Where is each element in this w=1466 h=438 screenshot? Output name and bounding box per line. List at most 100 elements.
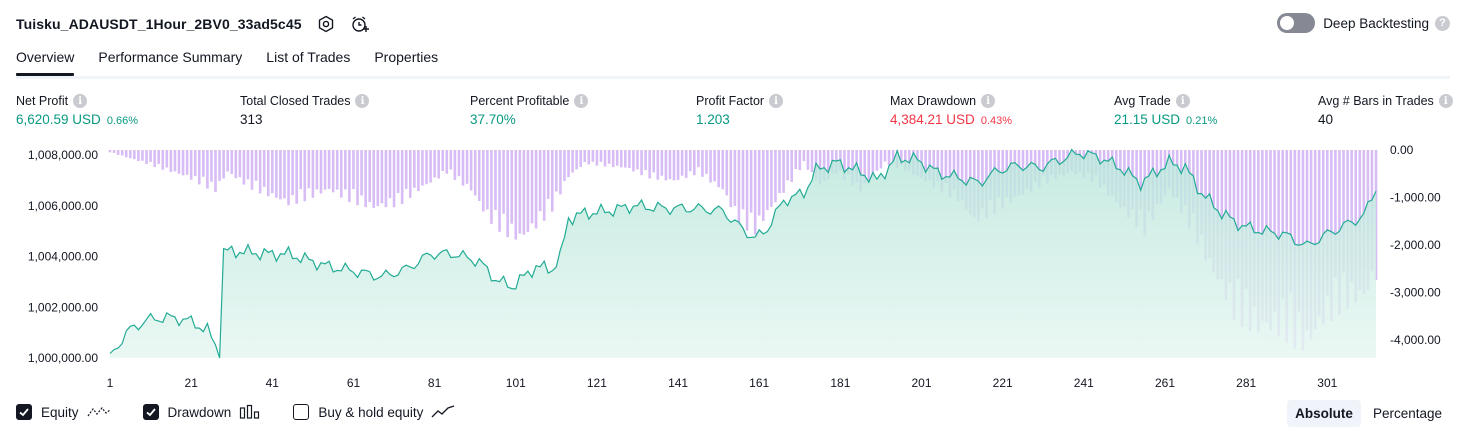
drawdown-bar: [193, 150, 197, 177]
drawdown-bar: [291, 150, 294, 196]
settings-gear-icon[interactable]: [316, 14, 336, 34]
drawdown-bar: [826, 150, 830, 180]
info-icon[interactable]: i: [73, 94, 88, 108]
x-tick-label: 201: [911, 376, 931, 390]
drawdown-bar: [1252, 150, 1256, 307]
drawdown-bar: [425, 150, 428, 185]
drawdown-bar: [615, 150, 619, 166]
drawdown-bar: [571, 150, 574, 173]
x-tick-label: 161: [749, 376, 769, 390]
x-axis: 1 21 41 61 81 101 121 141 161 181 201 221 241 261 281 3…: [107, 376, 1338, 390]
equity-drawdown-chart[interactable]: 1,008,000.00 1,006,000.00 1,004,000.00 1,00…: [0, 140, 1466, 392]
legend-drawdown[interactable]: Drawdown: [142, 404, 262, 420]
drawdown-bar: [875, 150, 879, 171]
drawdown-bar: [648, 150, 651, 179]
drawdown-bar: [287, 150, 290, 206]
drawdown-bar: [640, 150, 643, 176]
drawdown-bar: [721, 150, 725, 190]
drawdown-bar: [745, 150, 749, 231]
y-left-tick-label: 1,006,000.00: [28, 199, 98, 213]
drawdown-bar: [161, 150, 165, 170]
drawdown-bar: [676, 150, 680, 180]
tab-properties[interactable]: Properties: [374, 49, 439, 65]
tab-list-of-trades[interactable]: List of Trades: [266, 49, 351, 65]
drawdown-bar: [283, 150, 286, 199]
legend-equity[interactable]: Equity: [16, 404, 111, 420]
drawdown-bar: [482, 150, 485, 212]
drawdown-bar: [1200, 150, 1203, 235]
drawdown-bar: [124, 150, 128, 158]
drawdown-bar: [112, 150, 116, 153]
metric-net-profit: Net Profit i 6,620.59 USD 0.66%: [16, 94, 138, 127]
drawdown-checkbox[interactable]: [142, 404, 159, 420]
deep-backtesting-toggle[interactable]: [1277, 13, 1316, 33]
drawdown-bar: [429, 150, 432, 183]
drawdown-bar: [348, 150, 351, 203]
metric-value: 4,384.21 USD: [890, 112, 975, 127]
drawdown-bar: [352, 150, 355, 190]
info-icon[interactable]: i: [769, 94, 784, 108]
drawdown-bar: [315, 150, 319, 190]
drawdown-bar: [587, 150, 591, 165]
drawdown-bar: [157, 150, 160, 164]
drawdown-bar: [230, 150, 234, 174]
tab-overview[interactable]: Overview: [16, 46, 75, 76]
absolute-button[interactable]: Absolute: [1287, 400, 1361, 427]
drawdown-bar: [1326, 150, 1329, 296]
legend-buy-hold-equity[interactable]: Buy & hold equity: [293, 404, 455, 420]
info-icon[interactable]: i: [574, 94, 589, 108]
drawdown-bar: [197, 150, 201, 185]
drawdown-bar: [222, 150, 225, 179]
add-alert-clock-icon[interactable]: [350, 14, 370, 34]
tab-performance-summary[interactable]: Performance Summary: [98, 49, 243, 65]
drawdown-bar: [940, 150, 944, 193]
drawdown-bar: [506, 150, 509, 238]
drawdown-bar: [981, 150, 984, 209]
info-icon[interactable]: i: [1438, 94, 1453, 108]
drawdown-bar: [177, 150, 181, 174]
drawdown-bar: [311, 150, 315, 198]
drawdown-bar: [137, 150, 140, 162]
drawdown-bar: [1313, 150, 1317, 330]
drawdown-bar: [116, 150, 120, 155]
drawdown-bar: [891, 150, 895, 163]
drawdown-bar: [534, 150, 538, 229]
drawdown-bar: [542, 150, 546, 221]
drawdown-bar: [1317, 150, 1321, 317]
drawdown-bar: [546, 150, 550, 199]
drawdown-bar: [948, 150, 952, 198]
drawdown-bar: [871, 150, 875, 177]
drawdown-bar: [262, 150, 266, 187]
help-question-icon[interactable]: ?: [1435, 15, 1450, 31]
y-left-tick-label: 1,008,000.00: [28, 148, 98, 162]
drawdown-bar: [214, 150, 217, 192]
metric-value: 313: [240, 112, 263, 127]
drawdown-bar: [173, 150, 177, 172]
drawdown-bar: [449, 150, 453, 170]
metric-label: Total Closed Trades: [240, 94, 351, 108]
info-icon[interactable]: i: [1175, 94, 1190, 108]
metric-label: Percent Profitable: [470, 94, 570, 108]
drawdown-bar: [595, 150, 599, 166]
drawdown-bar: [530, 150, 534, 224]
drawdown-bar: [766, 150, 769, 210]
percentage-button[interactable]: Percentage: [1372, 406, 1442, 421]
drawdown-bar: [510, 150, 514, 224]
drawdown-bar: [242, 150, 246, 185]
drawdown-bar: [319, 150, 323, 194]
drawdown-bar: [1220, 150, 1224, 280]
info-icon[interactable]: i: [355, 94, 370, 108]
buy-hold-checkbox[interactable]: [293, 404, 310, 420]
equity-checkbox[interactable]: [16, 404, 32, 420]
drawdown-bar: [761, 150, 765, 221]
drawdown-bar: [477, 150, 481, 202]
equity-line-icon: [87, 404, 111, 420]
y-axis-left: 1,008,000.00 1,006,000.00 1,004,000.00 1,00…: [28, 148, 98, 365]
buy-hold-label: Buy & hold equity: [318, 404, 424, 420]
drawdown-bar: [396, 150, 400, 193]
drawdown-bar: [802, 150, 806, 162]
info-icon[interactable]: i: [981, 94, 996, 108]
drawdown-bar: [749, 150, 753, 213]
drawdown-bar: [433, 150, 436, 178]
drawdown-bar: [453, 150, 457, 180]
